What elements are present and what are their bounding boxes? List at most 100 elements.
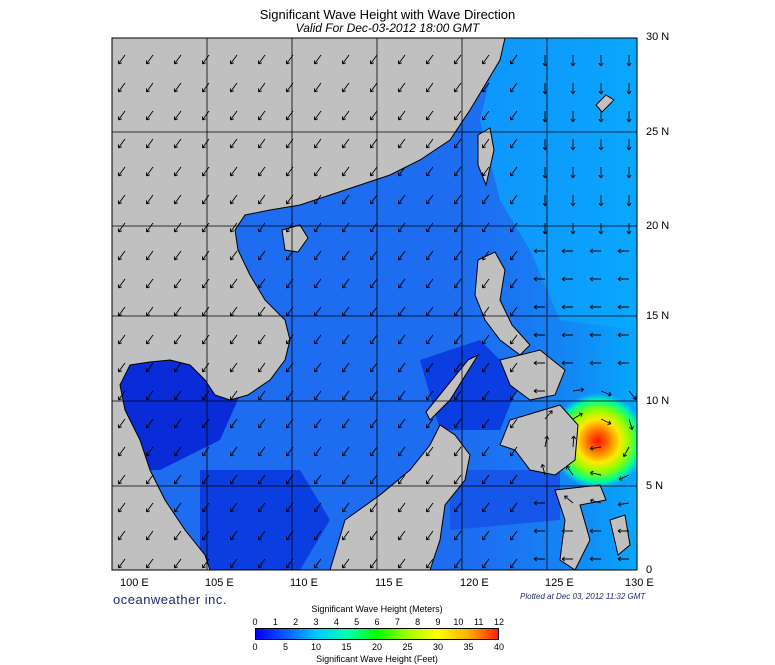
wave-direction-arrow — [230, 222, 238, 233]
wave-direction-arrow — [426, 362, 434, 373]
wave-direction-arrow — [398, 222, 406, 233]
wave-direction-arrow — [118, 222, 126, 233]
wave-direction-arrow — [533, 528, 545, 534]
wave-direction-arrow — [118, 558, 126, 569]
lon-label-115e: 115 E — [375, 577, 403, 589]
wave-direction-arrow — [286, 194, 294, 205]
wave-direction-arrow — [286, 418, 294, 429]
wave-direction-arrow — [454, 362, 462, 373]
wave-direction-arrow — [426, 222, 434, 233]
wave-direction-arrow — [454, 166, 462, 177]
wave-direction-arrow — [398, 446, 406, 457]
wave-direction-arrow — [510, 138, 518, 149]
wave-direction-arrow — [542, 223, 548, 235]
wave-direction-arrow — [626, 139, 632, 151]
lat-label-5n: 5 N — [646, 480, 664, 492]
wave-direction-arrow — [370, 474, 378, 485]
wave-direction-arrow — [370, 194, 378, 205]
wave-direction-arrow — [533, 360, 545, 366]
wave-direction-arrow — [342, 558, 350, 569]
meter-tick-9: 9 — [435, 617, 441, 627]
wave-direction-arrow — [589, 556, 601, 562]
wave-direction-arrow — [286, 446, 294, 457]
wave-direction-arrow — [510, 502, 518, 513]
wave-direction-arrow — [258, 502, 266, 513]
lat-label-25n: 25 N — [646, 126, 670, 138]
wave-direction-arrow — [598, 83, 604, 95]
wave-direction-arrow — [482, 306, 490, 317]
wave-direction-arrow — [482, 138, 490, 149]
wave-direction-arrow — [617, 556, 629, 562]
wave-direction-arrow — [286, 474, 294, 485]
wave-direction-arrow — [258, 530, 266, 541]
wave-direction-arrow — [561, 332, 573, 338]
wave-direction-arrow — [454, 334, 462, 345]
wave-direction-arrow — [146, 306, 154, 317]
wave-direction-arrow — [118, 250, 126, 261]
wave-direction-arrow — [398, 418, 406, 429]
sunda-shelf-shallow — [200, 470, 330, 570]
wave-direction-arrow — [617, 360, 629, 366]
wave-direction-arrow — [202, 558, 210, 569]
wave-direction-arrow — [561, 528, 573, 534]
wave-direction-arrow — [146, 390, 154, 401]
wave-direction-arrow — [398, 530, 406, 541]
wave-direction-arrow — [626, 55, 632, 67]
wave-direction-arrow — [398, 82, 406, 93]
wave-direction-arrow — [118, 334, 126, 345]
wave-direction-arrow — [118, 502, 126, 513]
storm-wave-maximum — [550, 393, 637, 489]
wave-direction-arrow — [342, 54, 350, 65]
wave-direction-arrow — [118, 362, 126, 373]
wave-direction-arrow — [370, 222, 378, 233]
wave-direction-arrow — [118, 278, 126, 289]
wave-direction-arrow — [258, 110, 266, 121]
wave-direction-arrow — [146, 530, 154, 541]
wave-direction-arrow — [258, 82, 266, 93]
lon-label-130e: 130 E — [625, 577, 654, 589]
wave-direction-arrow — [146, 278, 154, 289]
wave-direction-arrow — [258, 362, 266, 373]
wave-direction-arrow — [510, 474, 518, 485]
wave-direction-arrow — [314, 418, 322, 429]
wave-direction-arrow — [146, 334, 154, 345]
wave-direction-arrow — [230, 362, 238, 373]
wave-direction-arrow — [398, 278, 406, 289]
wave-direction-arrow — [598, 167, 604, 179]
wave-direction-arrow — [570, 111, 576, 123]
wave-direction-arrow — [314, 250, 322, 261]
sulu-sea-shallow — [420, 340, 520, 430]
wave-direction-arrow — [174, 110, 182, 121]
wave-direction-arrow — [286, 362, 294, 373]
wave-direction-arrow — [258, 390, 266, 401]
wave-direction-arrow — [617, 276, 629, 282]
lon-label-105e: 105 E — [205, 577, 234, 589]
wave-direction-arrow — [510, 446, 518, 457]
wave-direction-arrow — [314, 306, 322, 317]
wave-direction-arrow — [454, 558, 462, 569]
wave-direction-arrow — [589, 445, 602, 451]
wave-direction-arrow — [454, 194, 462, 205]
wave-direction-arrow — [174, 390, 182, 401]
wave-direction-arrow — [258, 334, 266, 345]
wave-direction-arrow — [314, 110, 322, 121]
wave-direction-arrow — [118, 446, 126, 457]
wave-direction-arrow — [146, 194, 154, 205]
wave-direction-arrow — [482, 166, 490, 177]
wave-direction-arrow — [482, 502, 490, 513]
wave-direction-arrow — [617, 501, 630, 507]
meter-tick-11: 11 — [473, 617, 484, 627]
mainland-asia — [112, 38, 506, 570]
wave-direction-arrow — [342, 306, 350, 317]
wave-direction-arrow — [258, 250, 266, 261]
wave-direction-arrow — [398, 54, 406, 65]
wave-direction-arrow — [533, 388, 545, 394]
wave-direction-arrow — [454, 222, 462, 233]
wave-direction-arrow — [626, 223, 632, 235]
wave-direction-arrow — [626, 111, 632, 123]
wave-direction-arrow — [146, 362, 154, 373]
feet-tick-5: 25 — [402, 642, 413, 652]
wave-direction-arrow — [426, 250, 434, 261]
wave-direction-arrow — [174, 334, 182, 345]
wave-direction-arrow — [202, 362, 210, 373]
